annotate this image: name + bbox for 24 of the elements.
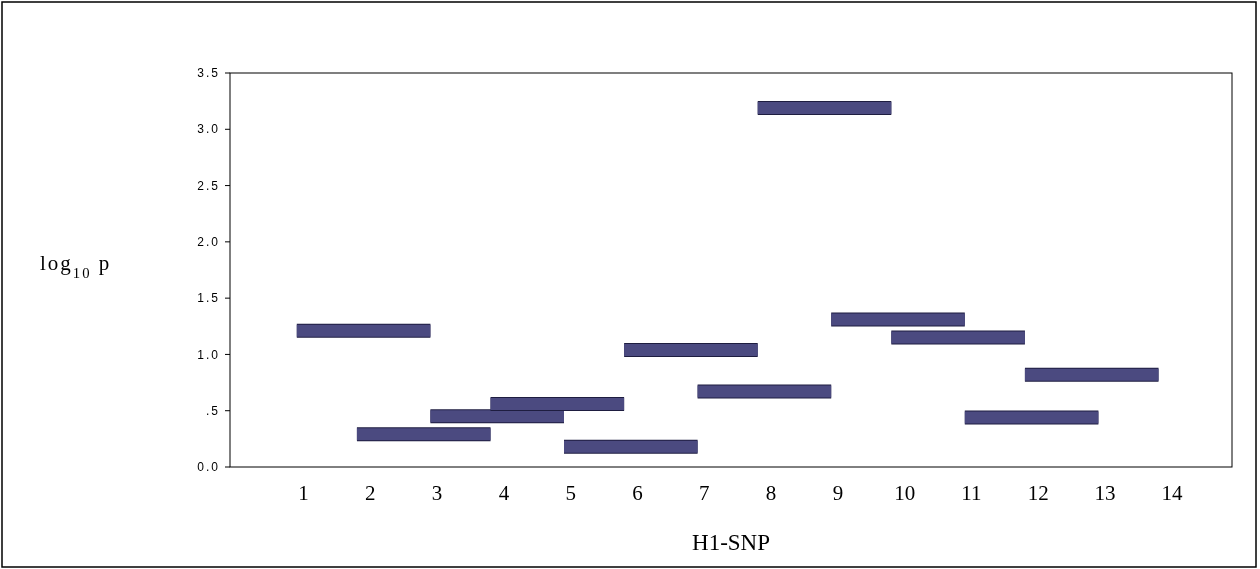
x-tick-label: 5: [565, 481, 576, 505]
x-tick-label: 10: [894, 481, 916, 505]
x-tick-label: 3: [431, 481, 443, 505]
y-tick-label: .5: [205, 403, 220, 418]
x-tick-label: 9: [832, 481, 844, 505]
y-tick-label: 2.5: [197, 178, 220, 193]
x-axis-title: H1-SNP: [692, 530, 770, 555]
y-tick-label: 2.0: [197, 235, 220, 250]
y-tick-label: 1.5: [197, 291, 220, 306]
y-tick-label: 3.0: [197, 122, 220, 137]
x-tick-label: 11: [961, 481, 982, 505]
y-tick-label: 3.5: [197, 66, 220, 81]
x-tick-label: 13: [1094, 481, 1116, 505]
x-tick-label: 14: [1161, 481, 1183, 505]
x-tick-label: 1: [298, 481, 309, 505]
x-tick-label: 2: [365, 481, 376, 505]
x-tick-label: 7: [699, 481, 710, 505]
x-tick-label: 4: [498, 481, 510, 505]
y-tick-label: 0.0: [197, 460, 220, 475]
y-tick-label: 1.0: [197, 347, 220, 362]
y-axis-title: log$_{10}$ p: [40, 251, 112, 281]
x-tick-label: 6: [632, 481, 643, 505]
x-tick-label: 8: [765, 481, 777, 505]
x-tick-label: 12: [1027, 481, 1049, 505]
